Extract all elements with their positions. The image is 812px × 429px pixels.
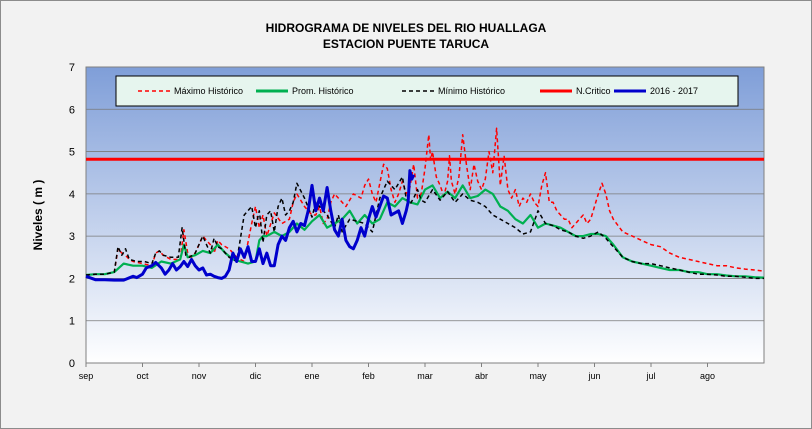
series-line — [85, 169, 416, 282]
y-axis-ticks: 0 1 2 3 4 5 6 7 — [69, 62, 75, 370]
x-tick-label: may — [529, 371, 547, 381]
legend-label: Máximo Histórico — [174, 86, 243, 96]
plot-area — [85, 66, 765, 364]
x-tick-label: mar — [417, 371, 433, 381]
y-axis-label: Niveles ( m ) — [31, 180, 45, 251]
series-line — [85, 184, 765, 279]
chart-title: HIDROGRAMA DE NIVELES DEL RIO HUALLAGA — [265, 21, 547, 35]
x-tick-label: jul — [645, 371, 655, 381]
legend: Máximo Histórico Prom. Histórico Mínimo Hi… — [115, 75, 739, 107]
x-tick-label: abr — [475, 371, 488, 381]
x-tick-label: oct — [136, 371, 149, 381]
y-tick-label: 2 — [69, 273, 75, 285]
x-tick-label: feb — [362, 371, 375, 381]
legend-label: N.Critico — [576, 86, 611, 96]
x-tick-label: sep — [79, 371, 94, 381]
y-tick-label: 4 — [69, 189, 75, 201]
series-lines — [85, 127, 765, 282]
y-tick-label: 5 — [69, 147, 75, 159]
legend-label: Mínimo Histórico — [438, 86, 505, 96]
x-tick-label: ago — [700, 371, 715, 381]
y-tick-label: 0 — [69, 358, 75, 370]
legend-items: Máximo Histórico Prom. Histórico Mínimo Hi… — [138, 86, 698, 96]
legend-label: Prom. Histórico — [292, 86, 354, 96]
x-axis-ticks: sep oct nov dic ene feb mar abr may jun jul ago — [79, 363, 715, 381]
x-tick-label: dic — [250, 371, 262, 381]
x-tick-label: jun — [587, 371, 600, 381]
chart-subtitle: ESTACION PUENTE TARUCA — [322, 37, 490, 51]
legend-label: 2016 - 2017 — [650, 86, 698, 96]
y-tick-label: 6 — [69, 104, 75, 116]
x-tick-label: ene — [304, 371, 319, 381]
y-tick-label: 3 — [69, 231, 75, 243]
y-tick-label: 1 — [69, 316, 75, 328]
series-line — [85, 176, 764, 280]
x-tick-label: nov — [192, 371, 207, 381]
y-tick-label: 7 — [69, 62, 75, 74]
grid-lines — [86, 108, 764, 322]
